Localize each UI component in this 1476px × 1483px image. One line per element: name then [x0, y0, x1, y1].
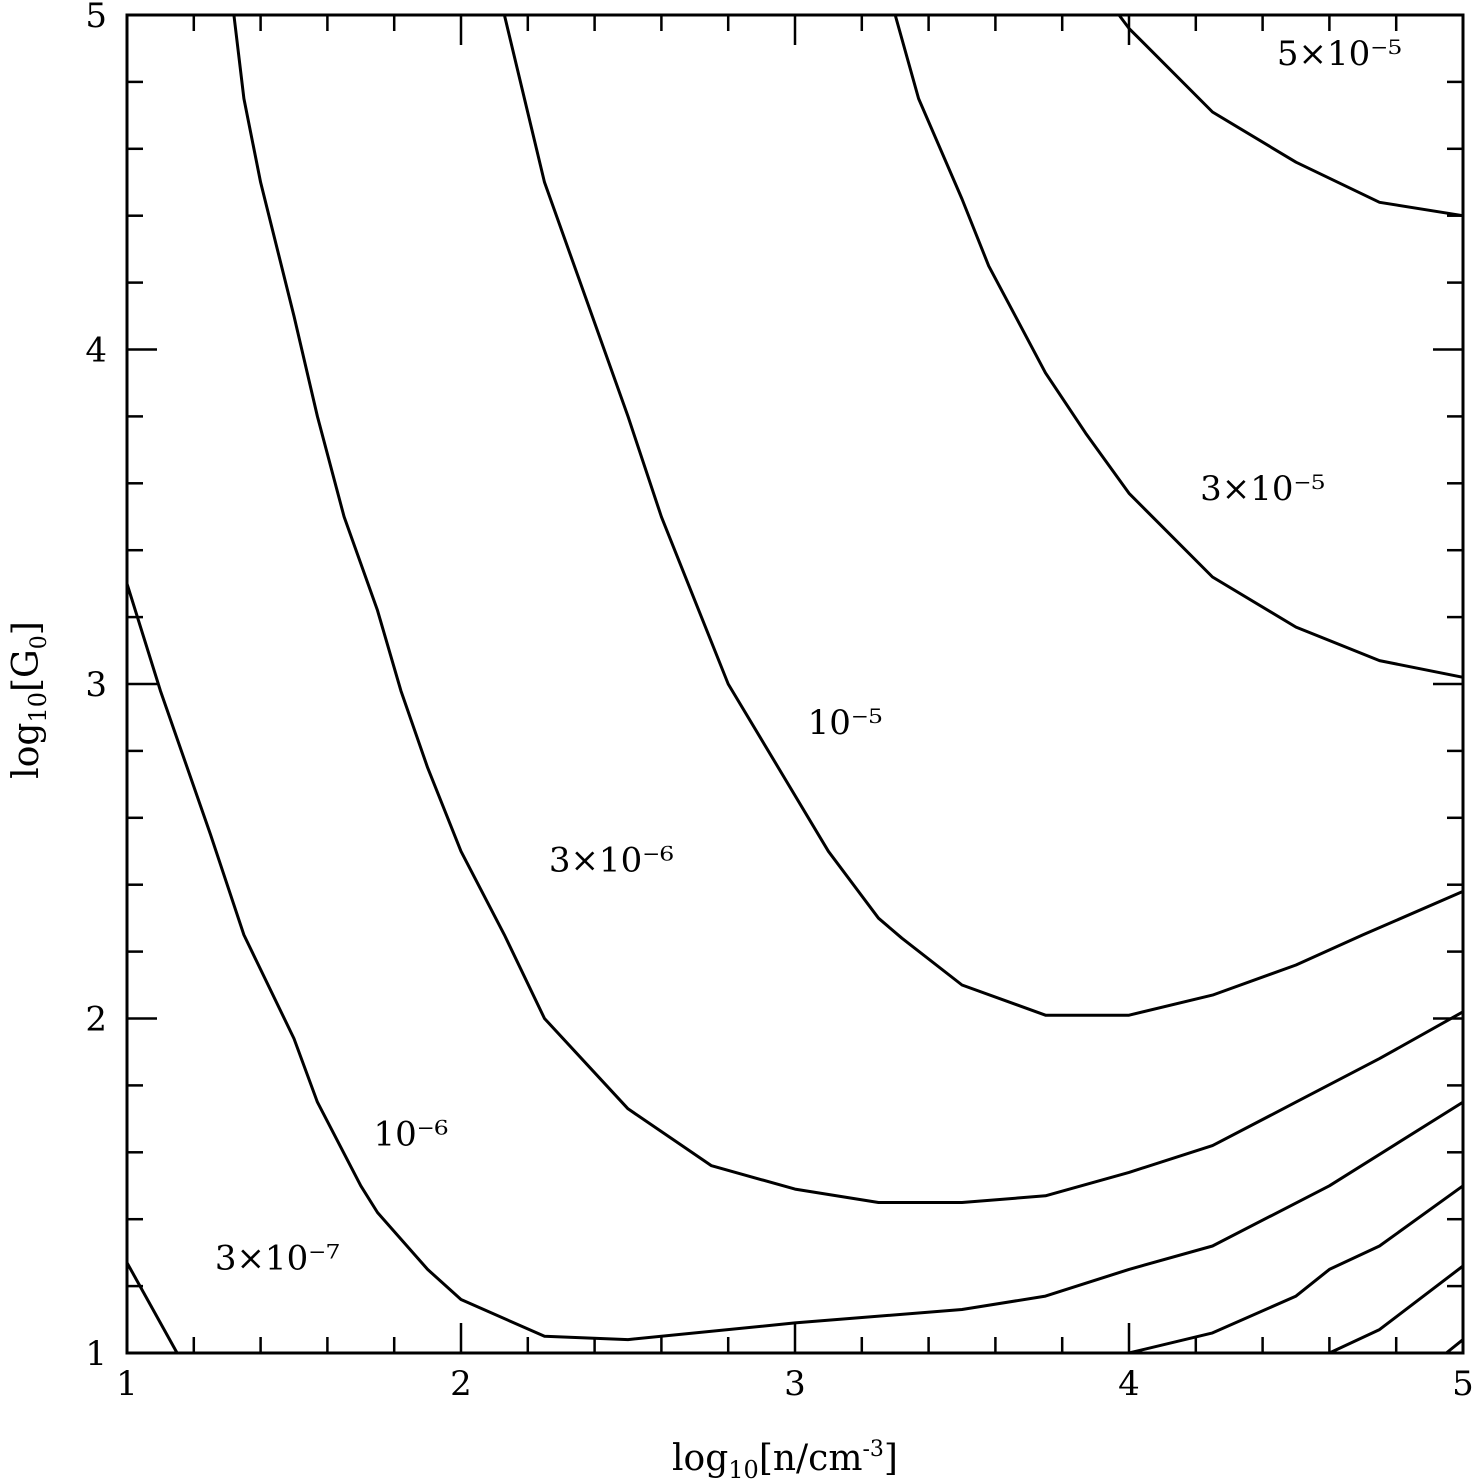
plot-frame	[125, 13, 1465, 1355]
contour-label-6: 5×10⁻⁵	[1277, 34, 1402, 74]
x-tick-label: 4	[1118, 1364, 1140, 1404]
contour-line-8	[1328, 1264, 1464, 1355]
x-tick-label: 5	[1452, 1364, 1474, 1404]
y-tick-label: 1	[85, 1334, 107, 1374]
contour-line-4	[502, 14, 1464, 1017]
contour-line-1	[125, 1261, 179, 1354]
contour-labels: 3×10⁻⁷ 10⁻⁶ 3×10⁻⁶ 10⁻⁵ 3×10⁻⁵ 5×10⁻⁵	[215, 34, 1402, 1278]
contour-line-7	[1128, 1184, 1464, 1355]
contour-line-6	[1117, 14, 1464, 218]
x-tick-label: 1	[116, 1364, 138, 1404]
contour-line-9	[1445, 1338, 1464, 1355]
contour-label-3: 3×10⁻⁶	[549, 840, 674, 880]
x-tick-label: 2	[450, 1364, 472, 1404]
contour-line-2	[125, 583, 1464, 1342]
contour-label-4: 10⁻⁵	[808, 703, 883, 743]
contour-line-5	[893, 14, 1464, 679]
contour-lines	[125, 14, 1464, 1355]
y-tick-label: 4	[85, 331, 107, 371]
contour-line-3	[232, 14, 1464, 1204]
y-tick-label: 5	[85, 0, 107, 36]
contour-label-2: 10⁻⁶	[373, 1115, 448, 1155]
y-tick-label: 2	[85, 1000, 107, 1040]
contour-label-5: 3×10⁻⁵	[1200, 469, 1325, 509]
x-tick-label: 3	[784, 1364, 806, 1404]
y-tick-label: 3	[85, 665, 107, 705]
contour-label-1: 3×10⁻⁷	[215, 1238, 340, 1278]
x-axis-label: log10[n/cm-3]	[672, 1437, 898, 1483]
tick-labels: 1 2 3 4 5 1 2 3 4 5	[85, 0, 1473, 1404]
